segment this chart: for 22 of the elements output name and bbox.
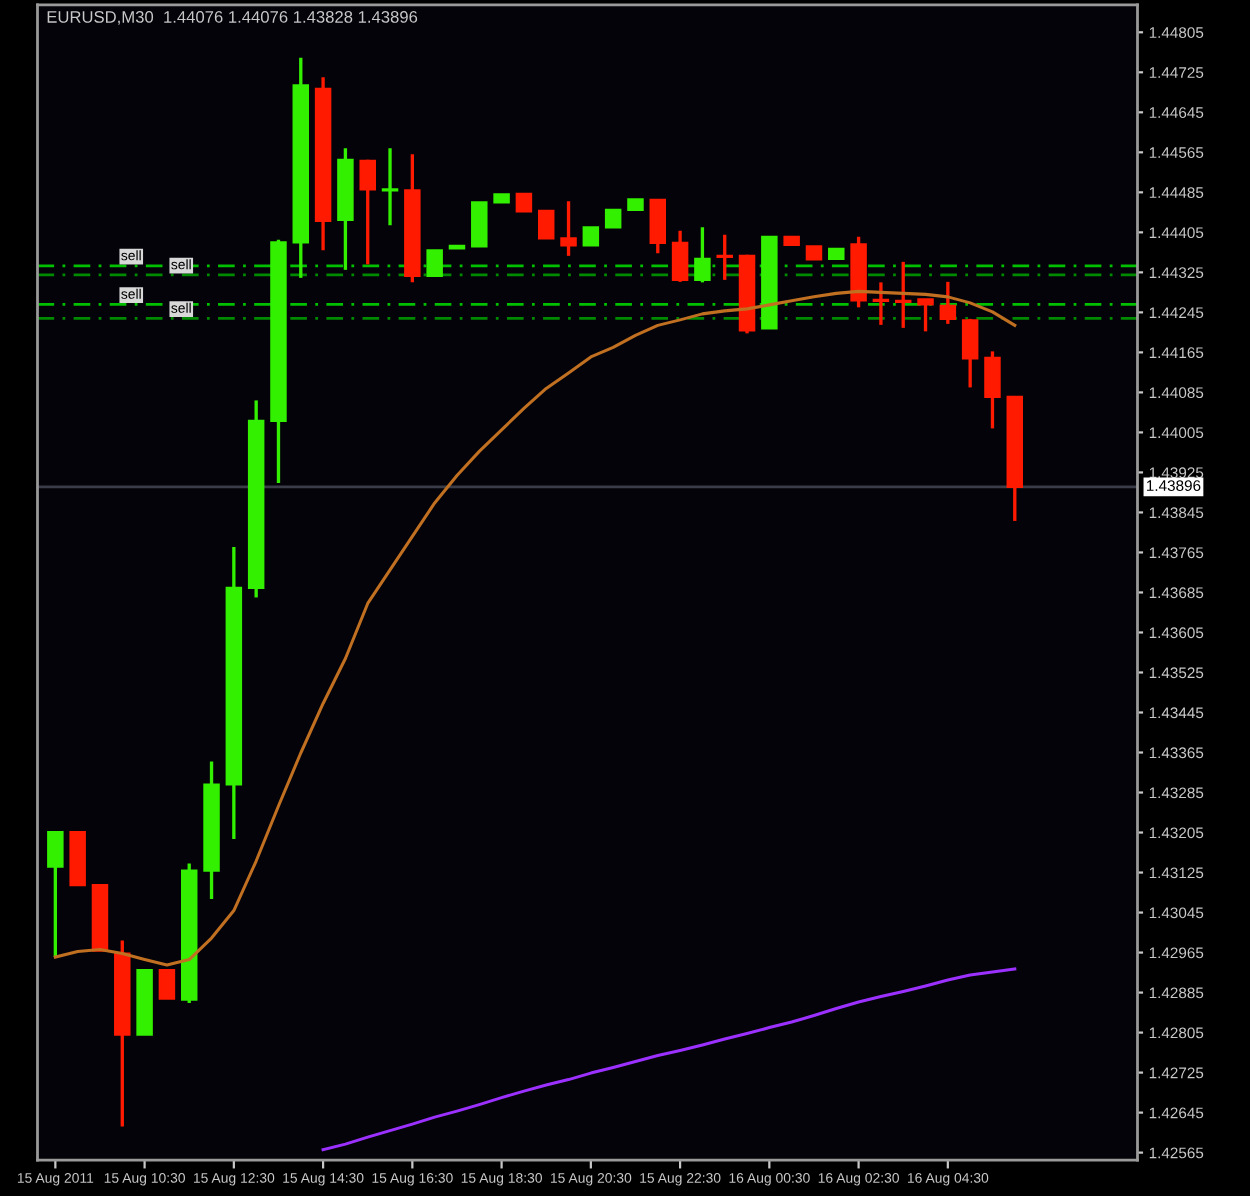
candlestick xyxy=(649,198,667,256)
candlestick xyxy=(671,229,689,284)
candlestick xyxy=(582,226,600,247)
line-series xyxy=(321,967,1017,1152)
candlestick xyxy=(381,146,399,228)
candlestick xyxy=(894,260,912,330)
candlestick xyxy=(716,233,733,282)
candlestick xyxy=(47,830,64,959)
candlestick xyxy=(359,158,376,267)
line-series xyxy=(53,289,1017,967)
candlestick xyxy=(917,297,934,334)
candlestick xyxy=(694,225,711,285)
candlestick xyxy=(537,209,555,240)
candlestick xyxy=(560,199,577,258)
candlestick xyxy=(426,249,443,277)
candlestick xyxy=(471,201,488,248)
candlestick xyxy=(872,280,890,327)
candlestick xyxy=(961,317,979,390)
candlestick xyxy=(984,349,1001,431)
candlestick xyxy=(939,280,957,326)
candlestick xyxy=(158,968,176,1000)
chart-title: EURUSD,M30 1.44076 1.44076 1.43828 1.43896 xyxy=(47,11,418,25)
